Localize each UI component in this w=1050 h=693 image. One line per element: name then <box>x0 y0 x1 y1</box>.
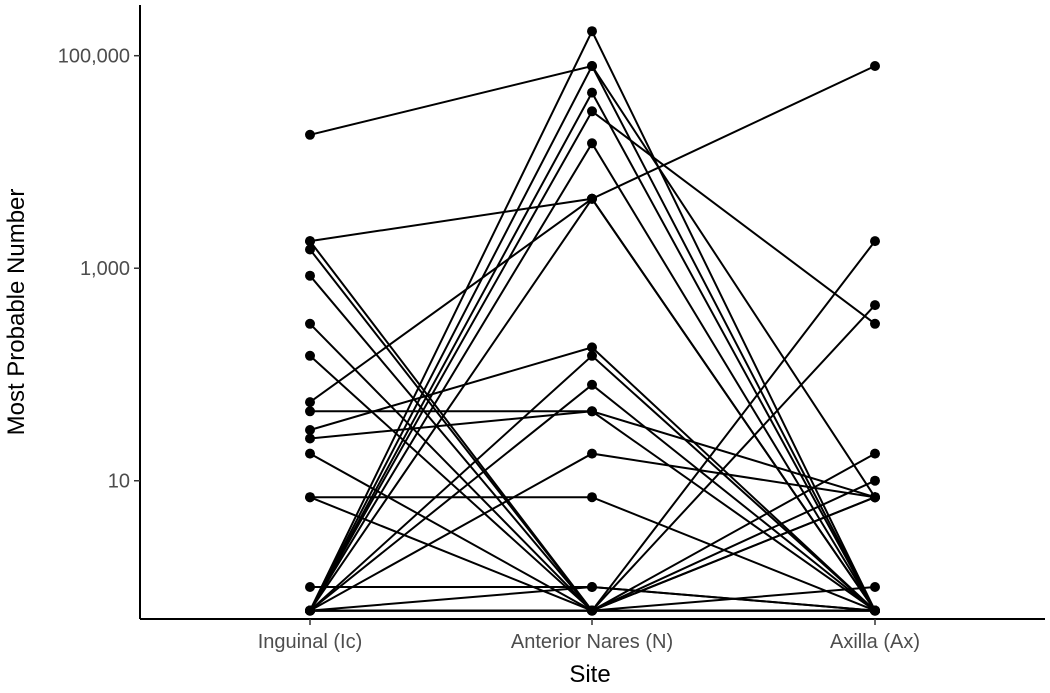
data-point-8-1 <box>305 397 315 408</box>
data-point-19-2 <box>587 106 597 117</box>
data-point-11-1 <box>305 433 315 444</box>
series-line-3 <box>309 240 876 612</box>
data-point-31-2 <box>587 605 597 616</box>
data-point-19-3 <box>870 318 880 329</box>
data-point-31-1 <box>305 605 315 616</box>
series-line-16 <box>309 28 876 612</box>
series-line-26 <box>310 240 876 612</box>
data-point-7-1 <box>305 350 315 361</box>
y-axis-ticks: 10 1,000 100,000 <box>58 46 140 493</box>
data-point-26-3 <box>870 236 880 247</box>
x-tick-label: Inguinal (Ic) <box>258 631 363 653</box>
data-point-15-1 <box>305 582 315 592</box>
data-point-29-3 <box>870 492 880 503</box>
series-line-19 <box>309 109 876 612</box>
y-tick-label: 1,000 <box>80 258 130 280</box>
data-point-20-2 <box>587 138 597 149</box>
data-point-13-2 <box>587 492 597 503</box>
data-point-28-3 <box>870 448 880 459</box>
data-point-21-2 <box>587 193 597 204</box>
data-point-24-2 <box>587 448 597 459</box>
data-point-2-3 <box>870 61 880 71</box>
series-line-5 <box>309 275 875 612</box>
data-point-14-1 <box>305 492 315 503</box>
data-point-9-1 <box>305 406 315 417</box>
series-points <box>305 26 880 616</box>
data-point-25-2 <box>587 582 597 592</box>
series-lines <box>309 28 876 612</box>
series-line-9 <box>310 410 876 612</box>
y-axis-title: Most Probable Number <box>3 189 30 436</box>
y-tick-label: 100,000 <box>58 46 130 68</box>
data-point-6-1 <box>305 318 315 329</box>
y-tick-label: 10 <box>108 471 130 493</box>
data-point-16-2 <box>587 26 597 37</box>
data-point-22-2 <box>587 350 597 361</box>
data-point-31-3 <box>870 605 880 616</box>
data-point-12-1 <box>305 448 315 459</box>
data-point-27-3 <box>870 300 880 311</box>
data-point-10-2 <box>587 342 597 353</box>
data-point-4-1 <box>305 244 315 255</box>
data-point-10-1 <box>305 425 315 435</box>
x-tick-label: Axilla (Ax) <box>830 631 920 653</box>
data-point-30-3 <box>870 582 880 592</box>
data-point-23-2 <box>587 379 597 390</box>
x-axis-ticks: Inguinal (Ic) Anterior Nares (N) Axilla (A… <box>258 619 920 653</box>
data-point-7-3 <box>870 475 880 486</box>
x-axis-title: Site <box>569 661 610 688</box>
data-point-3-1 <box>305 236 315 247</box>
data-point-1-1 <box>305 129 315 140</box>
data-point-17-2 <box>587 61 597 71</box>
data-point-18-2 <box>587 87 597 98</box>
data-point-11-2 <box>587 406 597 417</box>
data-point-5-1 <box>305 270 315 281</box>
x-tick-label: Anterior Nares (N) <box>511 631 673 653</box>
